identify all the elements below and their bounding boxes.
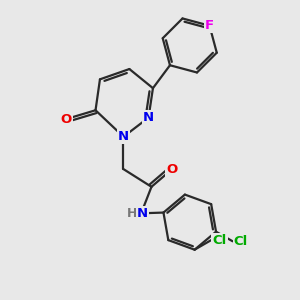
Text: Cl: Cl: [212, 234, 226, 247]
Text: N: N: [118, 130, 129, 143]
Text: O: O: [167, 163, 178, 176]
Text: F: F: [205, 19, 214, 32]
Text: N: N: [137, 207, 148, 220]
Text: H: H: [127, 207, 137, 220]
Text: N: N: [143, 111, 154, 124]
Text: Cl: Cl: [234, 235, 248, 248]
Text: O: O: [61, 112, 72, 126]
